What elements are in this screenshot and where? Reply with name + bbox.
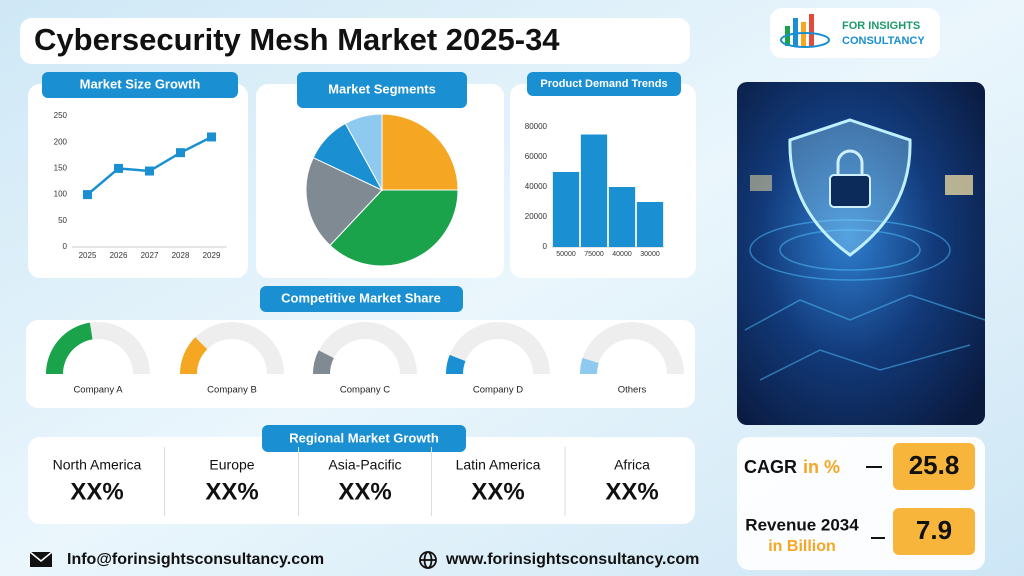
region-name: Europe xyxy=(209,457,254,473)
kpi-value: 25.8 xyxy=(909,450,960,480)
marker xyxy=(114,163,123,173)
bar xyxy=(636,202,664,247)
gauge-label: Company C xyxy=(340,385,390,396)
marker xyxy=(83,190,92,200)
gauge-value xyxy=(313,350,334,374)
kpi-label: CAGR xyxy=(744,457,797,477)
gauge-value xyxy=(580,357,599,374)
x-tick-label: 30000 xyxy=(640,251,660,258)
region-value: XX% xyxy=(205,478,258,505)
y-tick-label: 80000 xyxy=(525,122,548,131)
header-pill xyxy=(527,72,681,96)
chart-title: Market Size Growth xyxy=(80,76,201,91)
y-tick-label: 20000 xyxy=(525,212,548,221)
x-tick-label: 2029 xyxy=(203,251,221,260)
x-tick-label: 2026 xyxy=(110,251,128,260)
region-value: XX% xyxy=(70,478,123,505)
region-name: Africa xyxy=(614,457,650,473)
pie-slice xyxy=(344,113,383,191)
gauge-label: Company B xyxy=(207,385,257,396)
gauge-track xyxy=(313,322,417,374)
logo-line2: CONSULTANCY xyxy=(842,35,925,47)
panel xyxy=(28,84,248,278)
x-tick-label: 75000 xyxy=(584,251,604,258)
header-pill xyxy=(42,72,238,98)
globe-icon xyxy=(419,551,437,569)
gauge-track xyxy=(446,322,550,374)
y-tick-label: 50 xyxy=(58,216,67,225)
x-tick-label: 50000 xyxy=(556,251,576,258)
header-pill xyxy=(260,286,463,312)
gauge-track xyxy=(580,322,684,374)
logo-line1: FOR INSIGHTS xyxy=(842,20,920,32)
chart-title: Market Segments xyxy=(328,81,436,96)
kpi-label: Revenue 2034 xyxy=(745,515,859,534)
kpi-box xyxy=(893,508,975,555)
pie-slice xyxy=(329,189,459,267)
kpi-unit: in % xyxy=(803,457,840,477)
kpi-box xyxy=(893,443,975,490)
gauge-value xyxy=(46,322,93,374)
pie-slice xyxy=(381,113,459,191)
region-name: Asia-Pacific xyxy=(328,457,401,473)
gauge-track xyxy=(180,322,284,374)
chart-title: Competitive Market Share xyxy=(281,290,441,305)
region-name: North America xyxy=(53,457,142,473)
x-tick-label: 2025 xyxy=(79,251,97,260)
region-value: XX% xyxy=(605,478,658,505)
y-tick-label: 0 xyxy=(63,242,68,251)
footer-email: Info@forinsightsconsultancy.com xyxy=(67,551,324,568)
hero-image xyxy=(737,82,986,425)
kpi-unit: in Billion xyxy=(768,538,836,555)
bar xyxy=(580,134,608,247)
footer-website: www.forinsightsconsultancy.com xyxy=(445,551,699,568)
y-tick-label: 250 xyxy=(54,111,68,120)
panel xyxy=(28,437,695,524)
gauge-label: Company A xyxy=(73,385,123,396)
x-tick-label: 2028 xyxy=(172,251,190,260)
region-value: XX% xyxy=(338,478,391,505)
x-tick-label: 40000 xyxy=(612,251,632,258)
title-box xyxy=(20,18,690,64)
y-tick-label: 0 xyxy=(543,242,548,251)
y-tick-label: 150 xyxy=(54,164,68,173)
kpi-value: 7.9 xyxy=(916,515,952,545)
pie-slice xyxy=(305,156,383,247)
y-tick-label: 200 xyxy=(54,137,68,146)
gauge-value xyxy=(446,354,466,374)
marker xyxy=(176,148,185,158)
gauge-value xyxy=(180,337,208,374)
gauge-label: Others xyxy=(618,385,647,396)
logo-icon xyxy=(780,14,830,48)
gauge-label: Company D xyxy=(473,385,523,396)
bar xyxy=(608,187,636,247)
email-icon xyxy=(29,551,53,567)
y-tick-label: 60000 xyxy=(525,152,548,161)
header-pill xyxy=(297,72,467,108)
chart-title: Product Demand Trends xyxy=(540,78,667,90)
region-name: Latin America xyxy=(456,457,541,473)
marker xyxy=(207,132,216,142)
region-value: XX% xyxy=(471,478,524,505)
section-title: Regional Market Growth xyxy=(289,430,439,445)
marker xyxy=(145,166,154,176)
x-tick-label: 2027 xyxy=(141,251,159,260)
y-tick-label: 100 xyxy=(54,190,68,199)
bar xyxy=(552,172,580,247)
y-tick-label: 40000 xyxy=(525,182,548,191)
header-pill xyxy=(262,425,466,452)
page-title: Cybersecurity Mesh Market 2025-34 xyxy=(34,22,560,57)
